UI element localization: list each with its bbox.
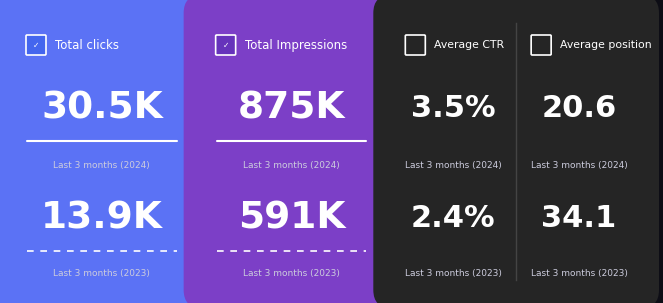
FancyBboxPatch shape (367, 0, 663, 303)
Text: 20.6: 20.6 (542, 94, 617, 122)
Text: 875K: 875K (238, 90, 345, 126)
Text: 3.5%: 3.5% (411, 94, 495, 122)
FancyBboxPatch shape (369, 0, 663, 303)
FancyBboxPatch shape (215, 35, 235, 55)
FancyBboxPatch shape (180, 0, 403, 303)
Text: Last 3 months (2023): Last 3 months (2023) (54, 268, 151, 278)
Text: Average position: Average position (560, 40, 652, 50)
Text: 591K: 591K (238, 200, 345, 236)
Text: Last 3 months (2024): Last 3 months (2024) (405, 161, 502, 169)
Text: 13.9K: 13.9K (41, 200, 162, 236)
Text: Last 3 months (2024): Last 3 months (2024) (54, 161, 151, 169)
Text: 34.1: 34.1 (542, 204, 617, 232)
FancyBboxPatch shape (172, 0, 411, 303)
Text: Last 3 months (2023): Last 3 months (2023) (530, 268, 627, 278)
Text: Last 3 months (2023): Last 3 months (2023) (405, 268, 502, 278)
Text: Last 3 months (2023): Last 3 months (2023) (243, 268, 340, 278)
FancyBboxPatch shape (0, 0, 217, 303)
FancyBboxPatch shape (26, 35, 46, 55)
Text: Total Impressions: Total Impressions (245, 38, 347, 52)
Text: 30.5K: 30.5K (41, 90, 162, 126)
FancyBboxPatch shape (176, 0, 406, 303)
FancyBboxPatch shape (0, 0, 213, 303)
Text: Average CTR: Average CTR (434, 40, 505, 50)
Text: Last 3 months (2024): Last 3 months (2024) (530, 161, 627, 169)
FancyBboxPatch shape (184, 0, 399, 303)
Text: ✓: ✓ (32, 41, 39, 49)
FancyBboxPatch shape (361, 0, 663, 303)
FancyBboxPatch shape (0, 0, 221, 303)
FancyBboxPatch shape (373, 0, 659, 303)
Text: 2.4%: 2.4% (411, 204, 495, 232)
Text: ✓: ✓ (223, 41, 229, 49)
FancyBboxPatch shape (0, 0, 210, 303)
Text: Total clicks: Total clicks (55, 38, 119, 52)
Text: Last 3 months (2024): Last 3 months (2024) (243, 161, 340, 169)
